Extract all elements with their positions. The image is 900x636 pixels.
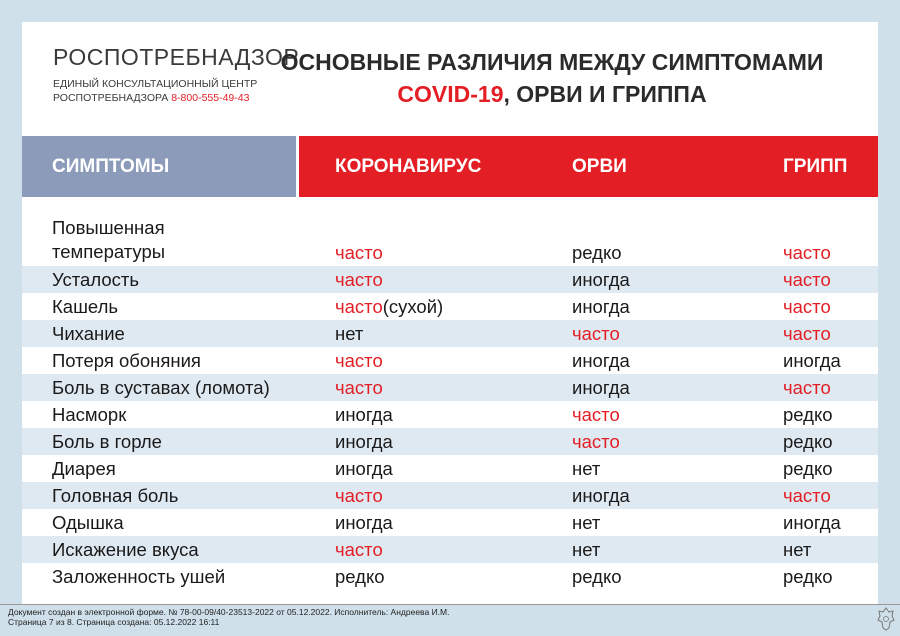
orvi-cell: часто bbox=[572, 404, 620, 425]
title-rest: , ОРВИ И ГРИППА bbox=[503, 81, 707, 107]
covid-cell: иногда bbox=[335, 404, 393, 425]
table-row: Потеря обоняния часто иногда иногда bbox=[22, 347, 878, 374]
table-row: Головная боль часто иногда часто bbox=[22, 482, 878, 509]
flu-cell: иногда bbox=[783, 350, 841, 371]
orvi-cell: редко bbox=[572, 566, 622, 587]
orvi-cell: иногда bbox=[572, 296, 630, 317]
footer-line1: Документ создан в электронной форме. № 7… bbox=[8, 607, 450, 617]
col-header-covid: КОРОНАВИРУС bbox=[335, 156, 482, 177]
col-header-orvi: ОРВИ bbox=[572, 156, 627, 177]
symptom-cell: Кашель bbox=[52, 296, 119, 317]
flu-cell: иногда bbox=[783, 512, 841, 533]
flu-cell: часто bbox=[783, 269, 831, 290]
table-row: Одышка иногда нет иногда bbox=[22, 509, 878, 536]
logo-block: РОСПОТРЕБНАДЗОР ЕДИНЫЙ КОНСУЛЬТАЦИОННЫЙ … bbox=[53, 44, 299, 105]
symptom-cell: Боль в суставах (ломота) bbox=[52, 377, 270, 398]
table-row: Диарея иногда нет редко bbox=[22, 455, 878, 482]
symptom-cell: Потеря обоняния bbox=[52, 350, 201, 371]
logo-phone: 8-800-555-49-43 bbox=[171, 92, 250, 104]
covid-cell: нет bbox=[335, 323, 364, 344]
flu-cell: редко bbox=[783, 458, 833, 479]
covid-cell: иногда bbox=[335, 512, 393, 533]
symptom-cell: температуры bbox=[52, 241, 166, 262]
orvi-cell: нет bbox=[572, 458, 601, 479]
table-row: Чихание нет часто часто bbox=[22, 320, 878, 347]
orvi-cell: иногда bbox=[572, 269, 630, 290]
symptom-cell: Одышка bbox=[52, 512, 124, 533]
flu-cell: часто bbox=[783, 323, 831, 344]
symptom-cell: Головная боль bbox=[52, 485, 179, 506]
symptom-cell: Заложенность ушей bbox=[52, 566, 226, 587]
orvi-cell: иногда bbox=[572, 485, 630, 506]
symptom-cell: Диарея bbox=[52, 458, 116, 479]
footer-line2: Страница 7 из 8. Страница создана: 05.12… bbox=[8, 617, 220, 627]
flu-cell: редко bbox=[783, 404, 833, 425]
logo-name: РОСПОТРЕБНАДЗОР bbox=[53, 44, 300, 70]
covid-note: (сухой) bbox=[382, 296, 444, 317]
page-title: ОСНОВНЫЕ РАЗЛИЧИЯ МЕЖДУ СИМПТОМАМИ COVID… bbox=[272, 46, 832, 110]
header-diseases-bg bbox=[299, 136, 878, 197]
flu-cell: редко bbox=[783, 566, 833, 587]
symptom-cell: Чихание bbox=[52, 323, 125, 344]
orvi-cell: иногда bbox=[572, 350, 630, 371]
covid-cell: редко bbox=[335, 566, 385, 587]
covid-cell: часто bbox=[335, 242, 383, 263]
flu-cell: часто bbox=[783, 485, 831, 506]
covid-cell: иногда bbox=[335, 431, 393, 452]
symptom-cell: Повышенная bbox=[52, 217, 165, 238]
coat-of-arms-icon bbox=[877, 607, 895, 631]
table-row: Заложенность ушей редко редко редко bbox=[22, 563, 878, 590]
table-row: Повышенная температуры часто редко часто bbox=[22, 217, 878, 266]
logo-line1: ЕДИНЫЙ КОНСУЛЬТАЦИОННЫЙ ЦЕНТР bbox=[53, 78, 258, 90]
flu-cell: редко bbox=[783, 431, 833, 452]
col-header-symptoms: СИМПТОМЫ bbox=[52, 156, 170, 177]
flu-cell: часто bbox=[783, 296, 831, 317]
footer-divider bbox=[0, 604, 900, 605]
orvi-cell: часто bbox=[572, 323, 620, 344]
orvi-cell: нет bbox=[572, 539, 601, 560]
symptom-cell: Искажение вкуса bbox=[52, 539, 199, 560]
symptom-cell: Усталость bbox=[52, 269, 139, 290]
table-row: Боль в горле иногда часто редко bbox=[22, 428, 878, 455]
col-header-flu: ГРИПП bbox=[783, 156, 848, 177]
poster-card: РОСПОТРЕБНАДЗОР ЕДИНЫЙ КОНСУЛЬТАЦИОННЫЙ … bbox=[22, 22, 878, 604]
orvi-cell: нет bbox=[572, 512, 601, 533]
flu-cell: нет bbox=[783, 539, 812, 560]
header-symptoms-bg bbox=[22, 136, 296, 197]
orvi-cell: часто bbox=[572, 431, 620, 452]
flu-cell: часто bbox=[783, 242, 831, 263]
title-line1: ОСНОВНЫЕ РАЗЛИЧИЯ МЕЖДУ СИМПТОМАМИ bbox=[280, 49, 824, 75]
covid-cell: часто(сухой) bbox=[335, 296, 444, 317]
symptom-table: Повышенная температуры часто редко часто… bbox=[22, 217, 878, 590]
covid-cell: часто bbox=[335, 485, 383, 506]
covid-cell: часто bbox=[335, 350, 383, 371]
logo-line2: РОСПОТРЕБНАДЗОРА bbox=[53, 92, 169, 104]
symptom-cell: Боль в горле bbox=[52, 431, 162, 452]
table-row: Усталость часто иногда часто bbox=[22, 266, 878, 293]
table-row: Насморк иногда часто редко bbox=[22, 401, 878, 428]
orvi-cell: редко bbox=[572, 242, 622, 263]
covid-cell: часто bbox=[335, 269, 383, 290]
orvi-cell: иногда bbox=[572, 377, 630, 398]
table-row: Искажение вкуса часто нет нет bbox=[22, 536, 878, 563]
covid-cell: часто bbox=[335, 377, 383, 398]
table-row: Боль в суставах (ломота) часто иногда ча… bbox=[22, 374, 878, 401]
footer: Документ создан в электронной форме. № 7… bbox=[8, 607, 449, 627]
title-covid: COVID-19 bbox=[397, 81, 504, 107]
table-row: Кашель часто(сухой) иногда часто bbox=[22, 293, 878, 320]
flu-cell: часто bbox=[783, 377, 831, 398]
covid-cell: иногда bbox=[335, 458, 393, 479]
symptom-cell: Насморк bbox=[52, 404, 127, 425]
covid-cell: часто bbox=[335, 539, 383, 560]
